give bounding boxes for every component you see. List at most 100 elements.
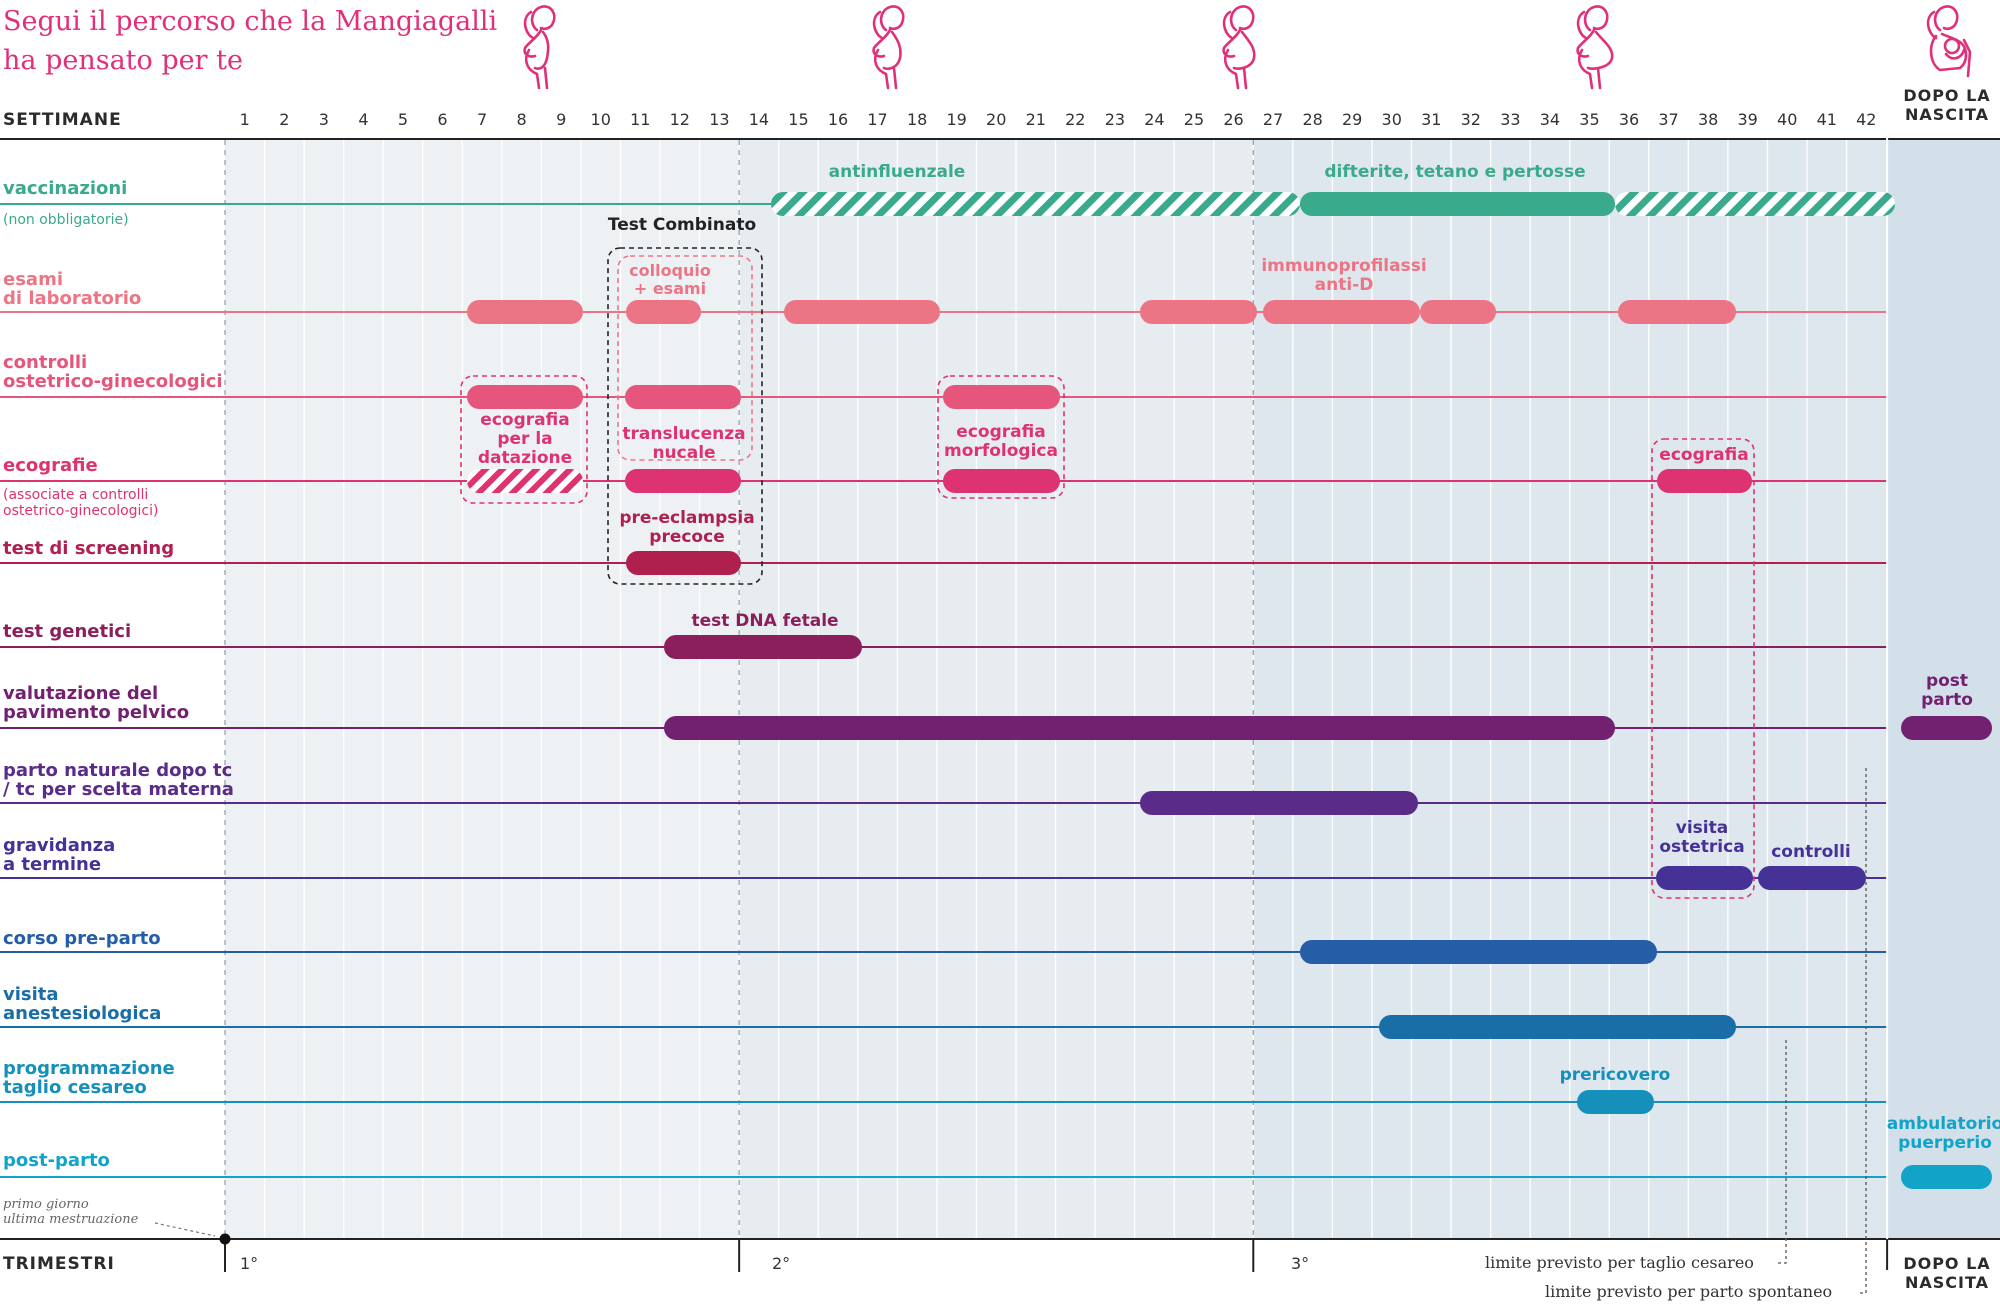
- after-birth-header-top: DOPO LA NASCITA: [1892, 86, 2000, 124]
- icon-belly: [533, 30, 550, 70]
- icon-arm: [872, 28, 892, 58]
- trimester-label-3: 3°: [1291, 1254, 1310, 1273]
- icon-hair: [872, 10, 884, 40]
- bar-esami-wk7: [467, 300, 583, 324]
- label-prericovero: prericovero: [1559, 1065, 1671, 1085]
- row-label-esami-line-2: di laboratorio: [3, 288, 142, 309]
- row-label-esami: esami di laboratorio: [3, 270, 141, 308]
- bar-ecografia-37: [1657, 469, 1752, 493]
- after-birth-band: [1888, 140, 2000, 1238]
- icon-hair: [523, 10, 535, 40]
- week-number: 19: [946, 110, 967, 129]
- row-label-termine-line-1: gravidanza: [3, 835, 116, 856]
- bar-controlli-wk11: [625, 385, 741, 409]
- note-primo-giorno-line-1: primo giorno: [3, 1197, 89, 1212]
- icon-head: [879, 5, 905, 32]
- icon-arm: [1576, 28, 1596, 58]
- week-number: 34: [1539, 110, 1561, 129]
- week-number: 37: [1658, 110, 1679, 129]
- icon-head: [530, 5, 556, 32]
- week-number: 7: [476, 110, 488, 129]
- page-title-line-1: Segui il percorso che la Mangiagalli: [3, 6, 498, 37]
- icon-hair: [1576, 10, 1588, 40]
- label-ecografia-morfologica: ecografia morfologica: [944, 423, 1058, 461]
- icon-back: [1577, 48, 1594, 90]
- week-number: 20: [986, 110, 1007, 129]
- icon-arm: [1222, 28, 1242, 58]
- week-number: 18: [906, 110, 928, 129]
- bar-ambulatorio-puerperio: [1901, 1165, 1992, 1189]
- week-number: 8: [516, 110, 527, 129]
- row-sublabel-ecografie: (associate a controlli ostetrico-ginecol…: [3, 487, 158, 519]
- label-preeclampsia: pre-eclampsia precoce: [619, 509, 754, 547]
- week-number: 2: [279, 110, 290, 129]
- week-number: 13: [709, 110, 730, 129]
- bar-esami-wk15: [784, 300, 940, 324]
- week-number: 3: [318, 110, 329, 129]
- week-number: 26: [1223, 110, 1244, 129]
- row-label-cesareo-line-2: taglio cesareo: [3, 1077, 147, 1098]
- bar-esami-wk24: [1140, 300, 1257, 324]
- note-primo-giorno: primo giorno ultima mestruazione: [3, 1197, 138, 1227]
- icon-head: [1583, 5, 1609, 32]
- bar-prericovero: [1577, 1090, 1654, 1114]
- leader-primo-giorno: [154, 1222, 216, 1237]
- icon-head: [1229, 5, 1255, 32]
- icon-baby-body: [1944, 48, 1966, 60]
- week-number: 21: [1025, 110, 1046, 129]
- row-label-controlli-line-1: controlli: [3, 352, 88, 373]
- icon-leg: [1242, 66, 1248, 90]
- bar-preeclampsia: [626, 551, 741, 575]
- after-birth-bottom-line-2: NASCITA: [1904, 1273, 1990, 1292]
- icon-leg: [892, 66, 898, 90]
- icon-arm: [523, 28, 543, 58]
- bar-post-parto: [1901, 716, 1992, 740]
- icon-back: [524, 48, 541, 90]
- bar-colloquio-esami: [626, 300, 701, 324]
- label-ambulatorio-line-1: ambulatorio: [1886, 1114, 2000, 1134]
- week-number: 23: [1104, 110, 1126, 129]
- label-immunoprofilassi-line-2: anti-D: [1314, 275, 1374, 295]
- row-label-termine-line-2: a termine: [3, 854, 102, 875]
- icon-mother-head: [1933, 5, 1959, 32]
- label-ambulatorio-line-2: puerperio: [1898, 1133, 1992, 1153]
- row-label-anestesio-line-1: visita: [3, 984, 59, 1005]
- bar-controlli-wk7: [467, 385, 583, 409]
- week-number: 29: [1341, 110, 1363, 129]
- bar-translucenza-nucale: [625, 469, 741, 493]
- label-morfologica-line-1: ecografia: [956, 422, 1046, 442]
- label-ecografia-datazione-line-2: per la: [497, 429, 553, 449]
- label-ecografia-datazione-line-1: ecografia: [480, 410, 570, 430]
- row-label-anestesio: visita anestesiologica: [3, 985, 161, 1023]
- week-number: 16: [827, 110, 849, 129]
- bar-immunoprofilassi: [1263, 300, 1420, 324]
- label-translucenza-nucale: translucenza nucale: [622, 425, 745, 463]
- week-number: 40: [1777, 110, 1798, 129]
- after-birth-top-line-1: DOPO LA: [1903, 86, 1991, 105]
- row-label-vaccinazioni: vaccinazioni: [3, 178, 128, 199]
- label-colloquio-line-2: + esami: [633, 279, 707, 298]
- bar-visita-anestesiologica: [1379, 1015, 1736, 1039]
- icon-leg: [543, 66, 549, 90]
- row-label-esami-line-1: esami: [3, 269, 63, 290]
- row-label-postparto: post-parto: [3, 1150, 110, 1171]
- bar-corso-pre-parto: [1300, 940, 1657, 964]
- colloquio-esami-box: [617, 255, 753, 461]
- week-number: 4: [358, 110, 369, 129]
- bar-vaccinazioni-hatched-end: [1615, 192, 1895, 216]
- label-ecografia-37: ecografia: [1659, 445, 1749, 465]
- bar-controlli-wk19: [943, 385, 1060, 409]
- bar-visita-ostetrica: [1656, 866, 1753, 890]
- row-label-pavimento-line-1: valutazione del: [3, 683, 159, 704]
- bar-parto-naturale: [1140, 791, 1418, 815]
- icon-back: [873, 48, 890, 90]
- week-number: 9: [556, 110, 567, 129]
- note-limite-spontaneo: limite previsto per parto spontaneo: [1545, 1282, 1833, 1301]
- note-limite-cesareo: limite previsto per taglio cesareo: [1485, 1253, 1754, 1272]
- test-combinato-box: [607, 247, 763, 585]
- row-sublabel-vaccinazioni: (non obbligatorie): [3, 212, 129, 228]
- icon-belly: [882, 30, 902, 70]
- row-label-corso: corso pre-parto: [3, 928, 161, 949]
- bar-ecografia-datazione: [467, 469, 583, 493]
- label-ecografia-datazione-line-3: datazione: [477, 448, 573, 468]
